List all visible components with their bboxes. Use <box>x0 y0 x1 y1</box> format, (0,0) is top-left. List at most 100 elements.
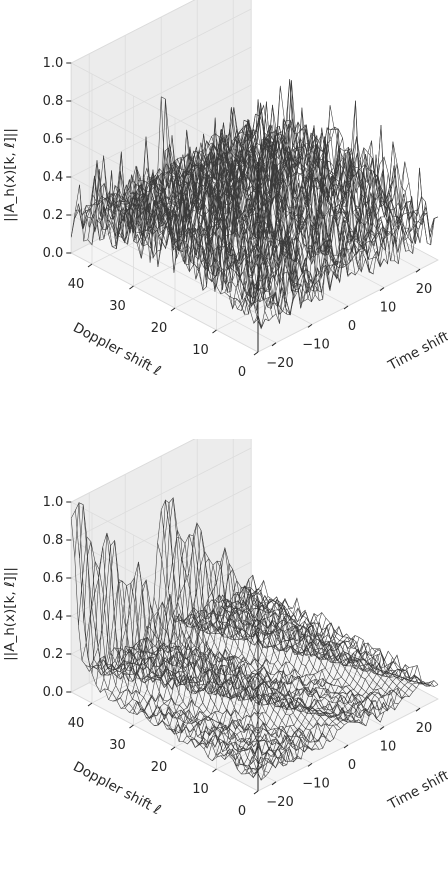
z-tick-label: 1.0 <box>43 495 64 510</box>
mesh-col <box>175 550 363 725</box>
y-tick-label: 10 <box>192 782 209 797</box>
mesh-col <box>117 177 306 309</box>
z-axis-label: ||A_h(x)[k, ℓ]|| <box>2 567 18 661</box>
mesh-col <box>218 599 406 699</box>
x-tick-label: −20 <box>266 356 293 371</box>
mesh-col <box>88 580 277 767</box>
y-axis-label: Doppler shift ℓ <box>70 320 163 380</box>
mesh-col <box>243 586 431 687</box>
x-tick <box>415 707 421 712</box>
mesh-col <box>207 604 395 711</box>
mesh-col <box>225 124 414 254</box>
mesh-col <box>139 147 327 292</box>
mesh-col <box>103 594 291 759</box>
mesh-col <box>114 625 302 760</box>
mesh-col <box>110 624 298 763</box>
mesh-col <box>96 579 284 767</box>
x-tick <box>379 726 385 731</box>
mesh-col <box>117 647 306 751</box>
z-tick-label: 0.8 <box>43 533 64 548</box>
mesh-col <box>99 182 287 315</box>
mesh-col <box>186 574 374 719</box>
x-tick <box>343 744 349 749</box>
y-axis-label: Doppler shift ℓ <box>70 759 163 819</box>
x-tick <box>343 305 349 310</box>
y-tick-label: 40 <box>68 716 85 731</box>
z-tick-label: 0.6 <box>43 571 64 586</box>
mesh-col <box>92 561 280 769</box>
y-tick-label: 0 <box>238 365 246 380</box>
mesh-col <box>121 648 309 753</box>
z-tick-label: 0.2 <box>43 208 64 223</box>
x-tick-label: −10 <box>302 776 329 791</box>
y-tick-label: 20 <box>151 760 168 775</box>
mesh-col <box>182 568 370 718</box>
x-axis-label: Time shift k <box>385 323 448 375</box>
z-tick-label: 0.4 <box>43 609 64 624</box>
z-tick-label: 0.6 <box>43 132 64 147</box>
mesh-col <box>143 636 331 742</box>
mesh-col <box>150 139 338 278</box>
mesh-col <box>70 509 259 775</box>
mesh-col <box>250 85 439 233</box>
x-gridline <box>88 53 277 344</box>
y-tick-label: 20 <box>151 321 168 336</box>
y-tick-label: 30 <box>109 738 126 753</box>
mesh-col <box>222 594 410 698</box>
surface-mesh <box>70 497 439 781</box>
mesh-col <box>196 151 385 268</box>
mesh-col <box>214 122 403 253</box>
x-tick-label: 10 <box>380 740 397 755</box>
mesh-col <box>168 152 356 276</box>
mesh-col <box>92 160 280 324</box>
mesh-col <box>74 502 262 779</box>
y-tick <box>212 329 217 334</box>
x-tick <box>271 342 277 347</box>
mesh-col <box>225 598 413 693</box>
x-tick <box>307 323 313 328</box>
mesh-col <box>132 179 320 301</box>
mesh-col <box>157 542 345 726</box>
mesh-col <box>193 599 381 723</box>
mesh-col <box>247 586 435 687</box>
mesh-col <box>211 599 399 705</box>
y-tick <box>212 768 217 773</box>
x-tick-label: 0 <box>348 758 356 773</box>
mesh-col <box>236 588 424 683</box>
ambiguity-surface-noise: 0.0 0.2 0.4 0.6 0.8 1.0 −20 −10 0 10 20 0 10 20 30 40 ||… <box>2 0 448 380</box>
ambiguity-surface-ridges: 0.0 0.2 0.4 0.6 0.8 1.0 −20 −10 0 10 20 0 10 20 30 40 ||… <box>2 439 448 819</box>
mesh-col <box>146 626 334 740</box>
y-tick <box>253 351 259 356</box>
mesh-col <box>178 129 367 266</box>
mesh-col <box>204 605 392 712</box>
surface-mesh <box>70 78 439 330</box>
z-tick-label: 0.4 <box>43 170 64 185</box>
mesh-col <box>135 638 324 749</box>
mesh-col <box>229 600 417 689</box>
y-tick <box>129 724 134 729</box>
mesh-col <box>107 615 295 762</box>
mesh-col <box>139 645 327 742</box>
z-tick-label: 1.0 <box>43 56 64 71</box>
x-tick-label: −20 <box>266 795 293 810</box>
x-tick <box>271 781 277 786</box>
mesh-col <box>143 169 331 293</box>
y-tick-label: 10 <box>192 343 209 358</box>
mesh-col <box>247 100 435 238</box>
x-tick <box>307 762 313 767</box>
y-tick-label: 40 <box>68 277 85 292</box>
mesh-col <box>168 534 356 722</box>
x-tick-label: 10 <box>380 301 397 316</box>
mesh-col <box>121 173 309 304</box>
mesh-col <box>88 187 277 314</box>
mesh-col <box>240 107 428 244</box>
y-tick <box>253 790 259 795</box>
z-tick-label: 0.2 <box>43 647 64 662</box>
mesh-col <box>171 522 359 723</box>
mesh-col <box>70 184 259 324</box>
mesh-col <box>193 133 381 267</box>
y-tick <box>129 285 134 290</box>
mesh-col <box>78 536 266 781</box>
mesh-col <box>153 597 341 729</box>
mesh-col <box>250 579 439 687</box>
